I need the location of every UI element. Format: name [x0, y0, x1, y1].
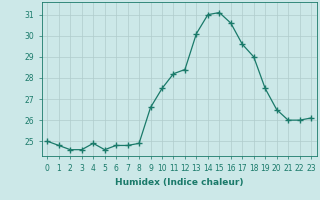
- X-axis label: Humidex (Indice chaleur): Humidex (Indice chaleur): [115, 178, 244, 187]
